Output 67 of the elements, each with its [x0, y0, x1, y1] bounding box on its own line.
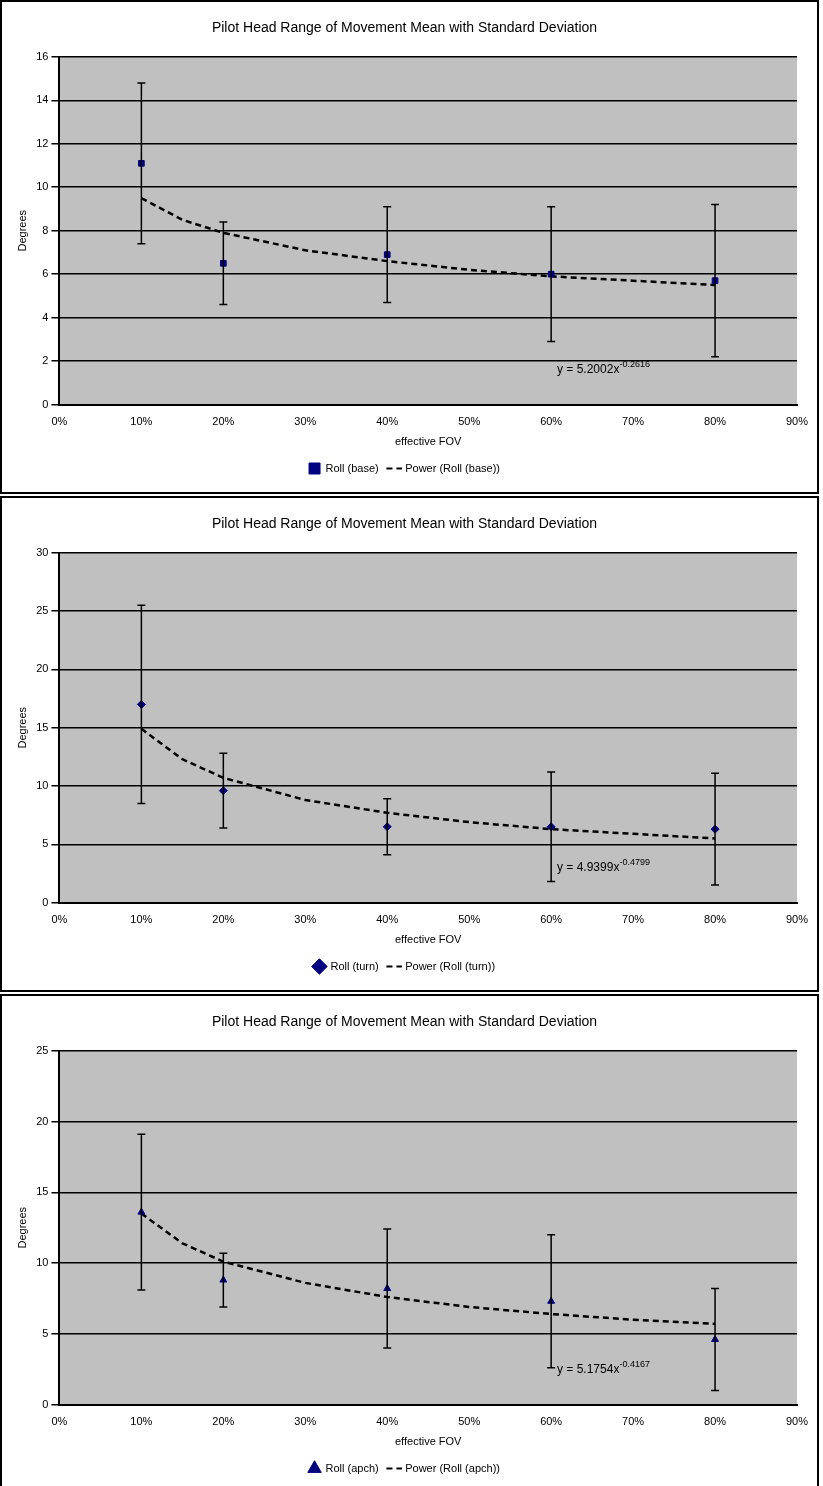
- x-tick-label: 60%: [540, 913, 563, 926]
- x-tick-label: 40%: [376, 415, 399, 428]
- x-tick-label: 60%: [540, 415, 563, 428]
- y-tick-label: 4: [42, 310, 49, 323]
- x-tick-label: 0%: [51, 913, 68, 926]
- chart-title: Pilot Head Range of Movement Mean with Standard Deviation: [211, 1013, 598, 1030]
- y-tick-label: 25: [36, 1043, 49, 1056]
- y-axis-title: Degrees: [15, 209, 28, 252]
- y-tick-label: 0: [42, 895, 49, 908]
- x-tick-label: 90%: [785, 1415, 809, 1428]
- x-tick-label: 90%: [785, 415, 809, 428]
- x-tick-label: 90%: [785, 913, 809, 926]
- x-tick-label: 10%: [130, 415, 153, 428]
- legend-label: Roll (base): [325, 461, 379, 474]
- x-tick-label: 10%: [130, 913, 153, 926]
- x-tick-label: 40%: [376, 913, 399, 926]
- x-tick-label: 20%: [212, 913, 235, 926]
- x-tick-label: 20%: [212, 415, 235, 428]
- x-tick-label: 20%: [212, 1415, 235, 1428]
- x-axis-title: effective FOV: [395, 933, 463, 946]
- legend-label: Power (Roll (apch)): [405, 1461, 500, 1474]
- x-axis-title: effective FOV: [395, 435, 463, 448]
- x-tick-label: 30%: [294, 913, 317, 926]
- y-tick-label: 0: [42, 1397, 49, 1410]
- y-axis-title: Degrees: [15, 706, 28, 749]
- y-tick-label: 8: [42, 223, 49, 236]
- chart-title: Pilot Head Range of Movement Mean with Standard Deviation: [211, 19, 598, 36]
- x-tick-label: 80%: [704, 913, 727, 926]
- x-tick-label: 10%: [130, 1415, 153, 1428]
- x-tick-label: 80%: [704, 415, 727, 428]
- x-tick-label: 50%: [458, 913, 481, 926]
- y-tick-label: 0: [42, 397, 49, 410]
- x-tick-label: 0%: [51, 1415, 68, 1428]
- y-tick-label: 20: [36, 662, 49, 675]
- legend-label: Power (Roll (turn)): [405, 959, 496, 972]
- chart-title: Pilot Head Range of Movement Mean with Standard Deviation: [211, 515, 598, 532]
- legend-label: Roll (turn): [330, 959, 379, 972]
- y-tick-label: 20: [36, 1114, 49, 1127]
- y-tick-label: 16: [36, 49, 49, 62]
- y-tick-label: 12: [36, 136, 49, 149]
- x-tick-label: 40%: [376, 1415, 399, 1428]
- x-axis-title: effective FOV: [395, 1435, 463, 1448]
- x-tick-label: 0%: [51, 415, 68, 428]
- x-tick-label: 30%: [294, 415, 317, 428]
- y-tick-label: 10: [36, 1256, 49, 1269]
- x-tick-label: 50%: [458, 415, 481, 428]
- y-tick-label: 10: [36, 779, 49, 792]
- x-tick-label: 60%: [540, 1415, 563, 1428]
- x-tick-label: 80%: [704, 1415, 727, 1428]
- y-tick-label: 15: [36, 1185, 49, 1198]
- legend-label: Roll (apch): [325, 1461, 379, 1474]
- y-tick-label: 15: [36, 720, 49, 733]
- y-tick-label: 14: [36, 93, 49, 106]
- y-tick-label: 5: [42, 1326, 49, 1339]
- y-tick-label: 25: [36, 604, 49, 617]
- y-tick-label: 6: [42, 267, 49, 280]
- x-tick-label: 30%: [294, 1415, 317, 1428]
- x-tick-label: 70%: [622, 913, 645, 926]
- y-tick-label: 30: [36, 545, 49, 558]
- x-tick-label: 70%: [622, 415, 645, 428]
- y-tick-label: 2: [42, 354, 49, 367]
- x-tick-label: 70%: [622, 1415, 645, 1428]
- y-tick-label: 10: [36, 180, 49, 193]
- y-tick-label: 5: [42, 837, 49, 850]
- x-tick-label: 50%: [458, 1415, 481, 1428]
- legend-label: Power (Roll (base)): [405, 461, 500, 474]
- y-axis-title: Degrees: [15, 1206, 28, 1249]
